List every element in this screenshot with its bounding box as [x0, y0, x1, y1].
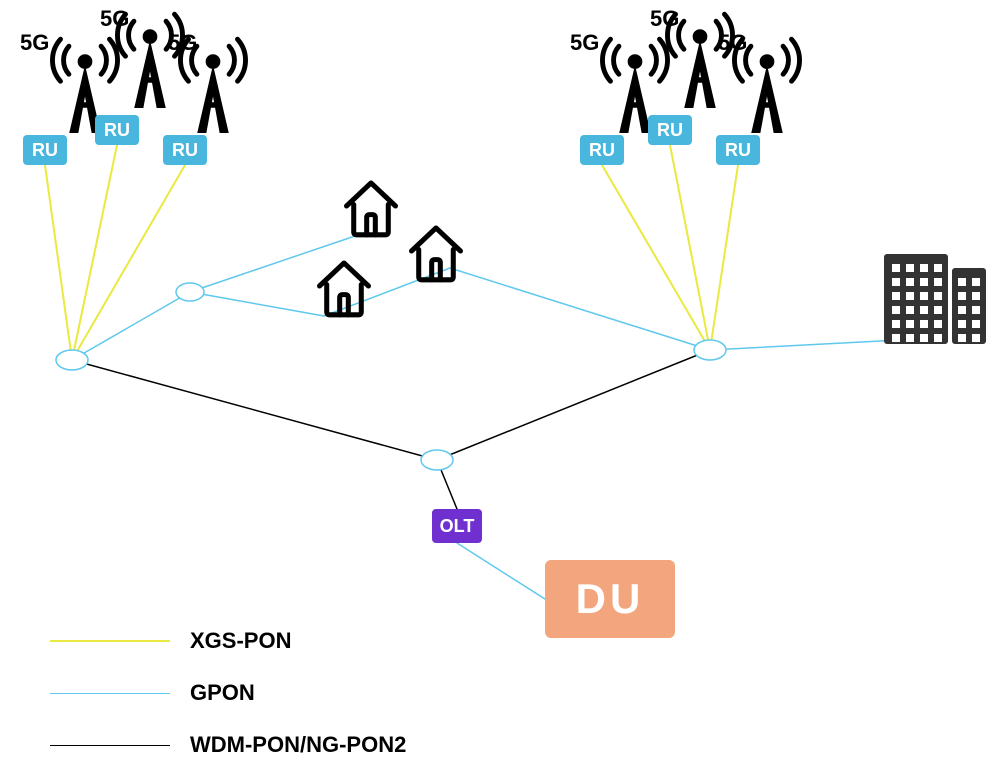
tower-label: 5G [100, 6, 129, 32]
legend-row: GPON [50, 680, 550, 706]
olt-box: OLT [432, 509, 482, 543]
ru-box: RU [23, 135, 67, 165]
splitter-node [176, 283, 204, 301]
du-box: DU [545, 560, 675, 638]
legend-label: WDM-PON/NG-PON2 [190, 732, 406, 758]
office-building [880, 238, 990, 353]
house [400, 215, 472, 292]
splitter-node [694, 340, 726, 360]
ru-box: RU [648, 115, 692, 145]
tower-label: 5G [20, 30, 49, 56]
house-icon [308, 250, 380, 322]
building-icon [880, 238, 990, 348]
legend: XGS-PON GPON WDM-PON/NG-PON2 [50, 628, 550, 784]
legend-line [50, 745, 170, 746]
house [308, 250, 380, 327]
legend-row: WDM-PON/NG-PON2 [50, 732, 550, 758]
tower-label: 5G [650, 6, 679, 32]
house-icon [335, 170, 407, 242]
splitter-node [421, 450, 453, 470]
legend-label: XGS-PON [190, 628, 291, 654]
splitter-node [56, 350, 88, 370]
legend-line [50, 693, 170, 694]
house [335, 170, 407, 247]
ru-box: RU [716, 135, 760, 165]
house-icon [400, 215, 472, 287]
tower-label: 5G [570, 30, 599, 56]
ru-box: RU [95, 115, 139, 145]
ru-box: RU [163, 135, 207, 165]
legend-row: XGS-PON [50, 628, 550, 654]
ru-box: RU [580, 135, 624, 165]
tower-label: 5G [168, 30, 197, 56]
legend-line [50, 640, 170, 642]
network-diagram: 5G RU 5G RU 5G RU [0, 0, 1000, 782]
tower-label: 5G [718, 30, 747, 56]
legend-label: GPON [190, 680, 255, 706]
